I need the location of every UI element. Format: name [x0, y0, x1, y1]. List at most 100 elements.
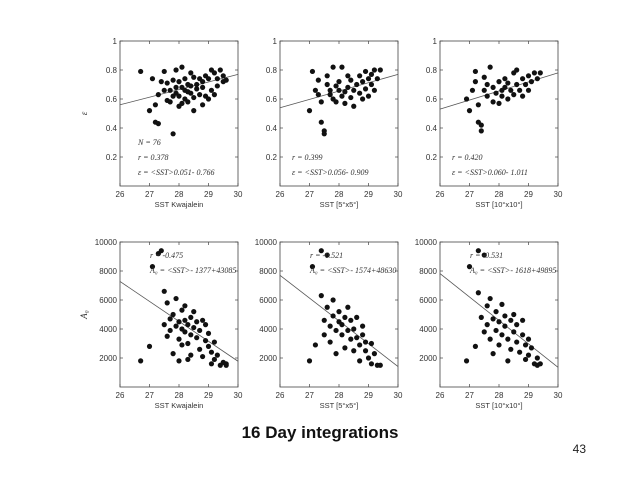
data-point — [463, 96, 470, 102]
data-point — [170, 77, 176, 83]
data-point — [484, 81, 490, 88]
data-point — [179, 307, 185, 313]
data-point — [342, 314, 348, 320]
data-point — [374, 76, 380, 82]
data-point — [324, 81, 330, 88]
data-point — [182, 76, 188, 82]
data-point — [357, 342, 363, 348]
data-point — [362, 86, 369, 92]
data-point — [478, 314, 484, 320]
data-point — [176, 336, 182, 342]
data-point — [362, 68, 369, 75]
x-tick-label: 27 — [305, 391, 314, 400]
data-point — [327, 92, 333, 98]
data-point — [214, 76, 220, 82]
data-point — [365, 76, 372, 82]
y-tick-label: 2000 — [99, 354, 117, 363]
data-point — [185, 322, 191, 328]
x-tick-label: 27 — [145, 391, 154, 400]
data-point — [191, 324, 197, 331]
data-point — [505, 80, 511, 86]
data-point — [205, 343, 212, 349]
slide-caption: 16 Day integrations — [241, 423, 399, 442]
data-point — [481, 252, 487, 258]
data-point — [185, 356, 191, 363]
data-point — [351, 348, 357, 354]
y-tick-label: 0.8 — [106, 66, 118, 75]
data-point — [342, 100, 348, 106]
data-point — [522, 342, 529, 348]
data-point — [481, 74, 487, 80]
data-point — [336, 309, 342, 315]
y-tick-label: 10000 — [95, 238, 118, 247]
y-tick-label: 8000 — [259, 267, 277, 276]
data-point — [197, 346, 203, 352]
data-point — [170, 351, 176, 357]
data-point — [508, 317, 514, 323]
x-tick-label: 28 — [335, 190, 344, 199]
data-point — [318, 119, 324, 125]
data-point — [534, 76, 540, 82]
data-point — [505, 358, 511, 364]
data-point — [155, 92, 161, 98]
data-point — [223, 361, 229, 367]
data-point — [188, 83, 194, 89]
data-point — [499, 332, 505, 338]
data-point — [200, 84, 206, 90]
data-point — [200, 79, 206, 85]
data-point — [327, 323, 333, 329]
data-point — [475, 248, 481, 254]
x-tick-label: 26 — [116, 190, 125, 199]
x-tick-label: 30 — [394, 391, 403, 400]
data-point — [472, 79, 478, 85]
data-point — [152, 102, 158, 108]
annotation-text: A₀ = <SST>- 1618+49895 — [469, 266, 556, 275]
data-point — [351, 103, 357, 109]
data-point — [496, 342, 502, 348]
data-point — [191, 94, 197, 101]
annotation-text: r = -0.531 — [470, 251, 503, 260]
data-point — [321, 317, 327, 323]
data-point — [339, 322, 345, 328]
data-point — [348, 317, 354, 323]
data-point — [484, 93, 490, 99]
data-point — [525, 336, 532, 342]
x-tick-label: 26 — [116, 391, 125, 400]
data-point — [499, 301, 505, 307]
data-point — [330, 297, 336, 303]
data-point — [357, 73, 363, 79]
data-point — [197, 327, 203, 334]
data-point — [176, 358, 182, 364]
data-point — [200, 353, 206, 360]
x-axis-label: SST [10°x10°] — [475, 200, 522, 209]
data-point — [520, 317, 526, 323]
data-point — [149, 264, 156, 270]
data-point — [502, 84, 508, 90]
data-point — [484, 303, 490, 309]
x-tick-label: 28 — [495, 391, 504, 400]
y-tick-label: 2000 — [259, 354, 277, 363]
x-tick-label: 26 — [436, 190, 445, 199]
data-point — [354, 314, 360, 320]
x-axis-label: SST [10°x10°] — [475, 401, 522, 410]
data-point — [161, 87, 167, 93]
plot-frame — [119, 40, 239, 187]
data-point — [365, 355, 372, 361]
data-point — [368, 81, 375, 88]
data-point — [155, 121, 161, 127]
data-point — [496, 100, 502, 106]
data-point — [220, 73, 226, 79]
data-point — [360, 323, 366, 329]
data-point — [214, 352, 220, 358]
data-point — [528, 345, 535, 351]
x-tick-label: 30 — [554, 391, 563, 400]
data-point — [161, 322, 167, 328]
data-point — [188, 90, 194, 96]
y-tick-label: 2000 — [419, 354, 437, 363]
data-point — [306, 108, 313, 114]
data-point — [342, 89, 348, 95]
data-point — [478, 122, 484, 128]
data-point — [517, 87, 523, 93]
y-tick-label: 0.6 — [106, 95, 118, 104]
